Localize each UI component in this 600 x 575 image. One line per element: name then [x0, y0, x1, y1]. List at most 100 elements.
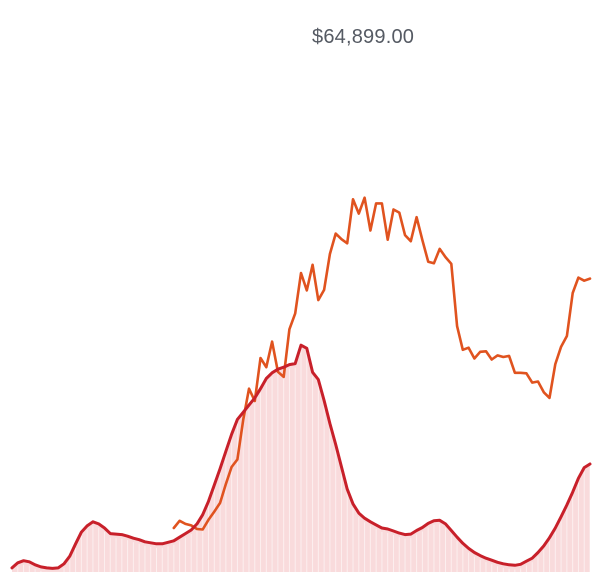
area-point — [468, 548, 470, 550]
area-point — [150, 542, 152, 544]
price-point — [578, 277, 580, 279]
area-point — [266, 378, 268, 380]
price-series-line — [172, 196, 592, 531]
price-point — [491, 359, 493, 361]
area-point — [387, 528, 389, 530]
price-point — [555, 363, 557, 365]
area-point — [190, 529, 192, 531]
area-point — [346, 488, 348, 490]
area-point — [219, 468, 221, 470]
area-point — [433, 520, 435, 522]
price-point — [225, 483, 227, 485]
price-point — [352, 199, 354, 201]
area-point — [202, 514, 204, 516]
area-point — [260, 388, 262, 390]
price-point — [179, 520, 181, 522]
price-point — [451, 263, 453, 265]
area-point — [277, 368, 279, 370]
area-point — [352, 503, 354, 505]
price-point — [456, 325, 458, 327]
area-point — [583, 467, 585, 469]
area-point — [11, 567, 13, 569]
price-point — [294, 313, 296, 315]
price-point — [387, 239, 389, 241]
price-point — [537, 381, 539, 383]
area-point — [208, 501, 210, 503]
area-point — [23, 560, 25, 562]
area-point — [173, 540, 175, 542]
area-point — [121, 534, 123, 536]
price-point — [497, 355, 499, 357]
price-point — [237, 459, 239, 461]
area-point — [75, 543, 77, 545]
area-point — [578, 478, 580, 480]
price-point — [520, 372, 522, 374]
price-point — [433, 263, 435, 265]
area-point — [329, 423, 331, 425]
area-point — [526, 560, 528, 562]
area-point — [144, 541, 146, 543]
price-point — [306, 290, 308, 292]
area-point — [416, 530, 418, 532]
area-point — [422, 527, 424, 529]
area-point — [474, 552, 476, 554]
price-point — [462, 349, 464, 351]
price-point — [271, 341, 273, 343]
area-point — [196, 523, 198, 525]
price-point — [318, 299, 320, 301]
price-point — [531, 382, 533, 384]
area-point — [566, 504, 568, 506]
price-point — [208, 519, 210, 521]
price-point — [589, 278, 591, 280]
area-point — [46, 567, 48, 569]
area-point — [225, 450, 227, 452]
price-point — [526, 373, 528, 375]
area-point — [370, 521, 372, 523]
price-point — [549, 397, 551, 399]
price-point — [190, 525, 192, 527]
area-point — [242, 412, 244, 414]
area-point — [110, 533, 112, 535]
area-point — [503, 563, 505, 565]
price-point — [508, 355, 510, 357]
area-point — [156, 543, 158, 545]
area-point — [231, 434, 233, 436]
area-point — [283, 366, 285, 368]
area-point — [410, 533, 412, 535]
price-point — [479, 351, 481, 353]
area-point — [404, 534, 406, 536]
peak-price-label: $64,899.00 — [312, 26, 415, 48]
area-point — [29, 561, 31, 563]
area-point — [560, 516, 562, 518]
price-point — [231, 466, 233, 468]
area-point — [335, 444, 337, 446]
area-point — [572, 491, 574, 493]
price-point — [485, 351, 487, 353]
area-point — [589, 463, 591, 465]
price-point — [312, 264, 314, 266]
price-point — [410, 240, 412, 242]
area-point — [427, 523, 429, 525]
price-point — [381, 203, 383, 205]
area-point — [294, 363, 296, 365]
price-point — [196, 528, 198, 530]
area-point — [451, 530, 453, 532]
price-point — [289, 329, 291, 331]
area-point — [462, 543, 464, 545]
area-point — [341, 466, 343, 468]
area-point — [248, 404, 250, 406]
area-point — [312, 372, 314, 374]
price-point — [358, 213, 360, 215]
price-point — [583, 280, 585, 282]
area-point — [237, 419, 239, 421]
area-point — [185, 533, 187, 535]
price-point — [566, 335, 568, 337]
area-point — [40, 566, 42, 568]
area-point — [69, 555, 71, 557]
price-point — [416, 216, 418, 218]
price-point — [173, 527, 175, 529]
area-point — [479, 555, 481, 557]
price-point — [260, 357, 262, 359]
